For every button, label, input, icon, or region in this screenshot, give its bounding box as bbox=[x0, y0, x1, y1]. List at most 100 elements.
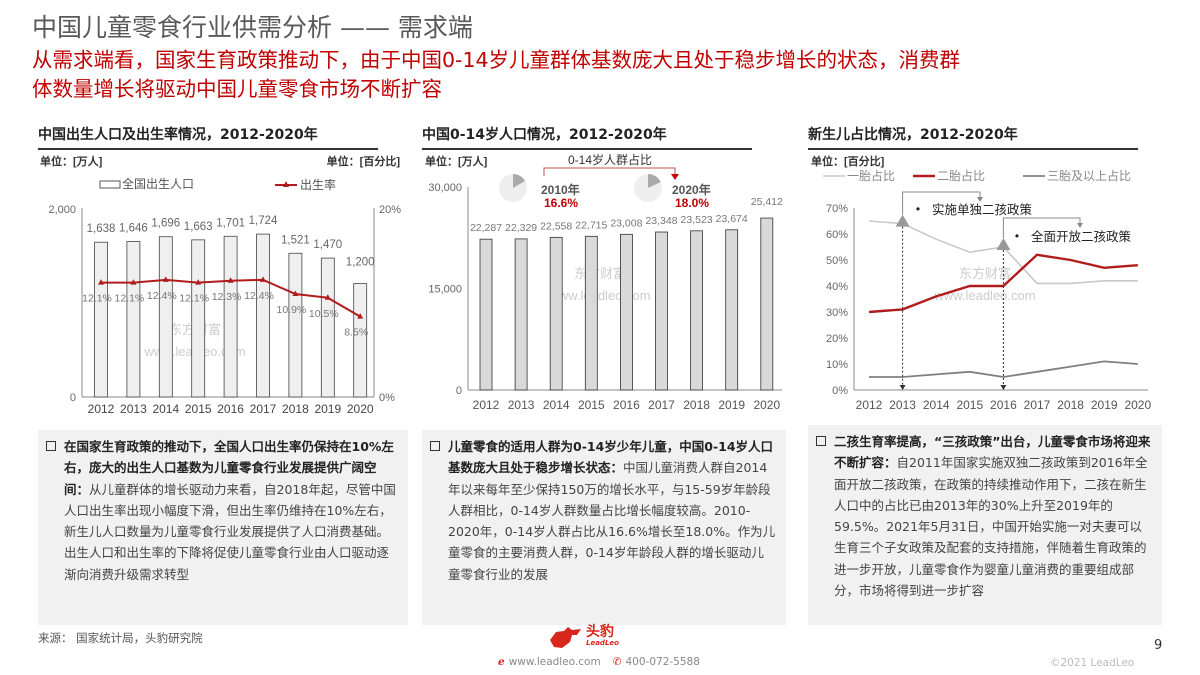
bar-value-label: 22,329 bbox=[505, 222, 537, 234]
bar-children bbox=[584, 235, 598, 391]
x-tick-label: 2019 bbox=[718, 398, 745, 412]
x-tick-label: 2013 bbox=[889, 398, 916, 412]
bar-births bbox=[126, 241, 141, 398]
bar-children bbox=[479, 238, 493, 391]
page-title: 中国儿童零食行业供需分析 —— 需求端 bbox=[32, 13, 473, 42]
bar-value-label: 1,638 bbox=[87, 223, 116, 235]
x-tick-label: 2015 bbox=[956, 398, 983, 412]
legend-births: 全国出生人口 bbox=[122, 176, 194, 191]
policy-marker-triangle bbox=[996, 238, 1011, 250]
rate-value-label: 12.1% bbox=[115, 293, 145, 305]
rate-value-label: 8.5% bbox=[344, 327, 368, 339]
arrow-down-icon bbox=[1000, 385, 1007, 390]
bar-value-label: 22,715 bbox=[575, 219, 607, 231]
watermark-text: 东方财富 bbox=[959, 266, 1011, 281]
bar-value-label: 25,412 bbox=[751, 196, 783, 208]
bar-births bbox=[223, 235, 238, 398]
x-tick-label: 2016 bbox=[990, 398, 1017, 412]
leopard-logo-icon bbox=[550, 627, 581, 648]
footer-contact: ℯ www.leadleo.com ✆ 400-072-5588 bbox=[498, 656, 700, 668]
x-tick-label: 2018 bbox=[683, 398, 710, 412]
y-tick-left: 0 bbox=[70, 392, 76, 404]
watermark-url: www.leadleo.com bbox=[933, 288, 1035, 303]
pie-share-slice bbox=[513, 174, 526, 188]
x-tick-label: 2016 bbox=[613, 398, 640, 412]
insight-heading: 儿童零食的适用人群为0-14岁少年儿童，中国0-14岁人口基数庞大且处于稳步增长… bbox=[448, 439, 774, 476]
bar-value-label: 1,521 bbox=[281, 234, 310, 246]
bar-value-label: 1,724 bbox=[249, 215, 278, 227]
bar-births bbox=[353, 283, 368, 398]
website-link[interactable]: www.leadleo.com bbox=[508, 656, 601, 668]
section-title-children: 中国0-14岁人口情况，2012-2020年 bbox=[422, 124, 752, 150]
unit-label-left: 单位：[万人] bbox=[40, 154, 103, 168]
policy-annotation: 实施单独二孩政策 bbox=[932, 202, 1033, 217]
checkbox-bullet-icon bbox=[816, 436, 826, 446]
y-tick-label: 40% bbox=[826, 281, 848, 293]
bar-value-label: 22,558 bbox=[540, 220, 572, 232]
rate-marker bbox=[292, 290, 299, 296]
page-subtitle-line1: 从需求端看，国家生育政策推动下，由于中国0-14岁儿童群体基数庞大且处于稳步增长… bbox=[32, 48, 961, 72]
x-tick-label: 2012 bbox=[856, 398, 883, 412]
insight-heading: 二孩生育率提高，“三孩政策”出台，儿童零食市场将迎来不断扩容： bbox=[834, 434, 1151, 471]
bar-children bbox=[655, 231, 668, 391]
bar-value-label: 1,200 bbox=[346, 257, 375, 269]
rate-marker bbox=[195, 279, 202, 285]
rate-marker bbox=[324, 294, 331, 300]
web-icon: ℯ bbox=[498, 656, 505, 668]
x-tick-label: 2013 bbox=[508, 398, 535, 412]
rate-marker bbox=[162, 276, 169, 282]
insight-heading: 在国家生育政策的推动下，全国人口出生率仍保持在10%左右，庞大的出生人口基数为儿… bbox=[64, 439, 394, 497]
arrow-down-icon bbox=[899, 385, 906, 390]
pie-share-slice bbox=[648, 174, 661, 188]
insight-box-births: 在国家生育政策的推动下，全国人口出生率仍保持在10%左右，庞大的出生人口基数为儿… bbox=[38, 430, 408, 625]
copyright: ©2021 LeadLeo bbox=[1050, 657, 1135, 669]
bar-births bbox=[288, 252, 303, 398]
policy-bracket bbox=[1002, 217, 1081, 238]
y-tick-label: 15,000 bbox=[428, 284, 462, 296]
insight-text: 从儿童群体的增长驱动力来看，自2018年起，尽管中国人口出生率出现小幅度下滑，但… bbox=[64, 481, 396, 582]
x-tick-label: 2015 bbox=[578, 398, 605, 412]
legend-bar-swatch bbox=[99, 180, 121, 189]
rate-value-label: 12.3% bbox=[212, 291, 242, 303]
y-tick-label: 70% bbox=[826, 203, 848, 215]
annotation-bracket bbox=[543, 167, 676, 176]
rate-value-label: 10.5% bbox=[309, 308, 339, 320]
rate-marker bbox=[357, 313, 364, 319]
insight-box-children: 儿童零食的适用人群为0-14岁少年儿童，中国0-14岁人口基数庞大且处于稳步增长… bbox=[422, 430, 786, 625]
x-tick-label: 2019 bbox=[314, 402, 341, 416]
bar-children bbox=[549, 236, 563, 391]
unit-label-right: 单位：[百分比] bbox=[327, 154, 401, 168]
rate-value-label: 12.1% bbox=[179, 293, 209, 305]
leadleo-logo: 头豹 LeadLeo bbox=[548, 624, 619, 650]
annotation-year: 2010年 bbox=[541, 182, 580, 197]
x-tick-label: 2020 bbox=[347, 402, 374, 416]
y-tick-label: 30,000 bbox=[428, 182, 462, 194]
bar-value-label: 23,523 bbox=[681, 214, 713, 226]
bar-children bbox=[620, 233, 633, 391]
policy-bracket bbox=[902, 191, 981, 215]
logo-cn: 头豹 bbox=[586, 624, 614, 640]
x-tick-label: 2013 bbox=[120, 402, 147, 416]
bar-value-label: 23,008 bbox=[610, 217, 642, 229]
bar-births bbox=[256, 233, 270, 398]
annotation-share-value: 16.6% bbox=[544, 196, 578, 210]
x-tick-label: 2017 bbox=[250, 402, 277, 416]
section-title-births: 中国出生人口及出生率情况，2012-2020年 bbox=[38, 124, 378, 150]
rate-value-label: 12.4% bbox=[147, 290, 177, 302]
x-tick-label: 2017 bbox=[1024, 398, 1051, 412]
x-tick-label: 2017 bbox=[648, 398, 675, 412]
rate-marker bbox=[98, 279, 104, 285]
x-tick-label: 2018 bbox=[1057, 398, 1084, 412]
charts-canvas: 单位：[万人] 单位：[百分比] 全国出生人口 出生率东方财富 www.leadleo.… bbox=[40, 152, 1151, 416]
rate-value-label: 10.9% bbox=[277, 304, 307, 316]
x-tick-label: 2014 bbox=[152, 402, 179, 416]
bar-children bbox=[514, 238, 528, 391]
bar-births bbox=[320, 257, 335, 398]
phone-icon: ✆ bbox=[612, 656, 622, 668]
y-tick-label: 0 bbox=[456, 385, 462, 397]
x-tick-label: 2014 bbox=[923, 398, 950, 412]
insight-box-newborn: 二孩生育率提高，“三孩政策”出台，儿童零食市场将迎来不断扩容：自2011年国家实… bbox=[808, 425, 1162, 625]
legend-label: 二胎占比 bbox=[937, 168, 985, 183]
bar-value-label: 22,287 bbox=[470, 222, 502, 234]
bar-children bbox=[690, 230, 703, 391]
